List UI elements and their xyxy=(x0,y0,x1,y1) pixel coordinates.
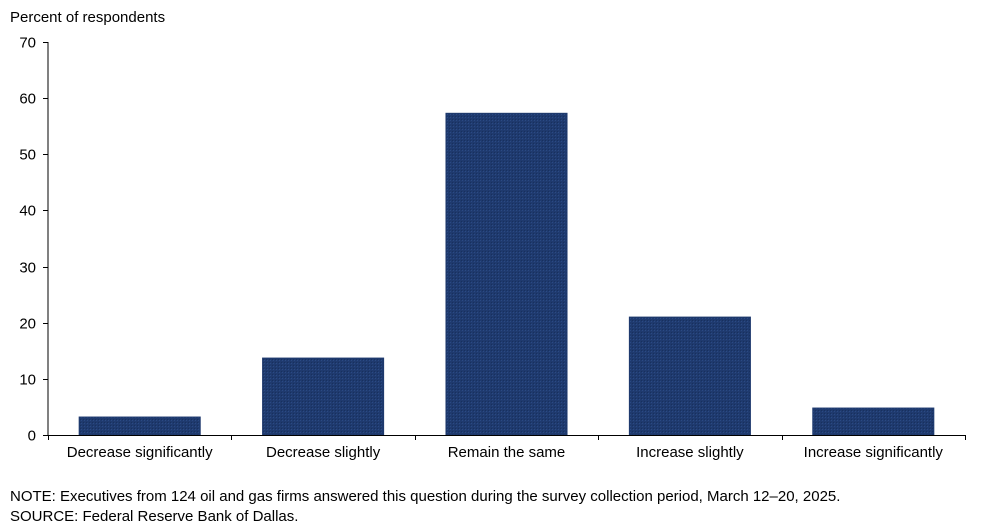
bars xyxy=(78,112,935,436)
y-tick-label: 0 xyxy=(28,428,36,445)
x-tick-label: Remain the same xyxy=(448,444,566,461)
x-tick-label: Decrease slightly xyxy=(266,444,381,461)
x-tick-label: Increase slightly xyxy=(636,444,744,461)
y-tick-label: 60 xyxy=(19,91,36,108)
y-tick-label: 40 xyxy=(19,203,36,220)
bar-3 xyxy=(628,316,751,436)
y-tick-label: 10 xyxy=(19,372,36,389)
x-axis-labels: Decrease significantly Decrease slightly R… xyxy=(67,444,944,461)
y-tick-label: 70 xyxy=(19,35,36,52)
y-tick-label: 30 xyxy=(19,260,36,277)
note-text: NOTE: Executives from 124 oil and gas fi… xyxy=(10,488,841,505)
bar-4 xyxy=(812,407,935,436)
bar-0 xyxy=(78,416,201,436)
source-text: SOURCE: Federal Reserve Bank of Dallas. xyxy=(10,508,299,525)
y-axis: 0 10 20 30 40 50 60 70 xyxy=(19,35,49,445)
x-tick-label: Decrease significantly xyxy=(67,444,213,461)
y-tick-label: 50 xyxy=(19,147,36,164)
bar-2 xyxy=(445,112,568,436)
x-tick-label: Increase significantly xyxy=(804,444,944,461)
bar-1 xyxy=(262,357,385,436)
y-axis-label: Percent of respondents xyxy=(10,9,165,26)
x-axis xyxy=(48,435,966,440)
y-tick-label: 20 xyxy=(19,316,36,333)
